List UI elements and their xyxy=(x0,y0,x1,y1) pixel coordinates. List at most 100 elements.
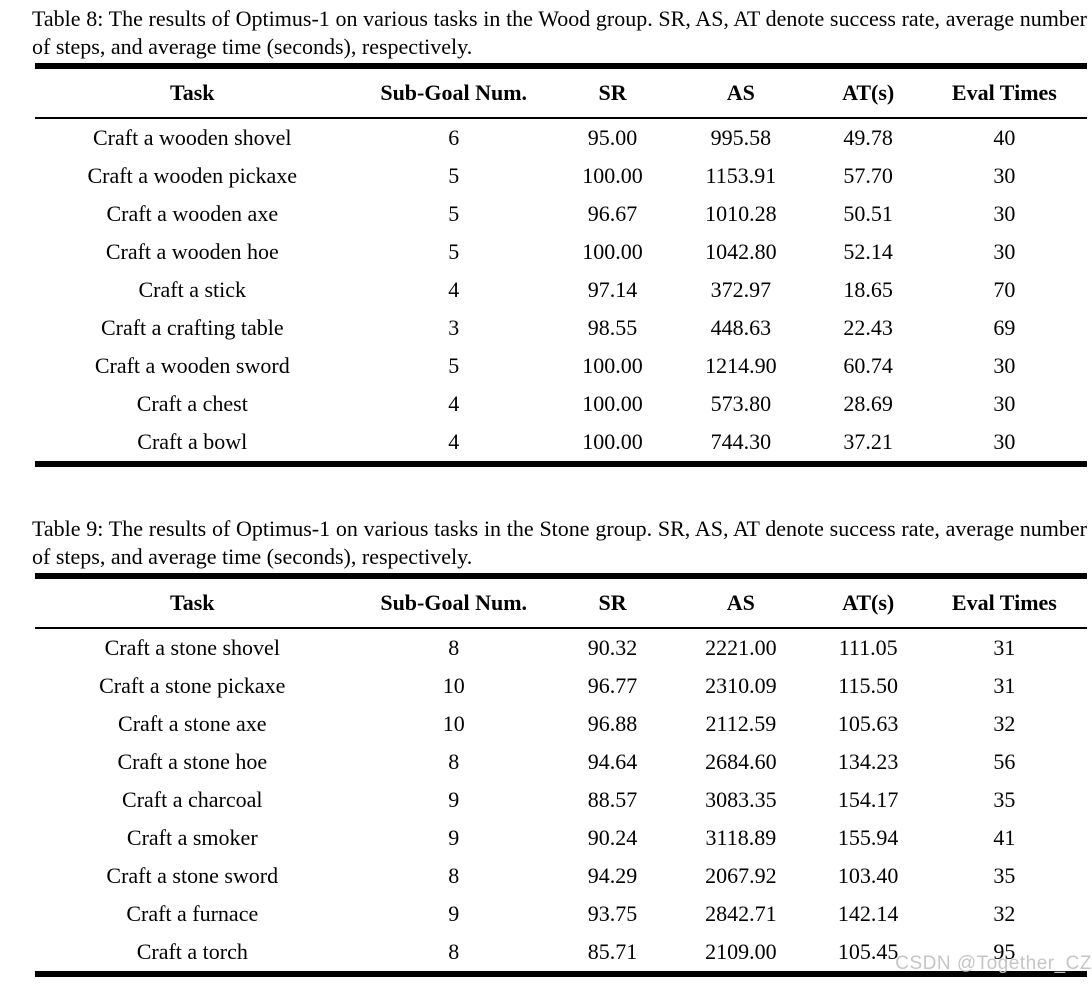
value-cell: 30 xyxy=(993,201,1016,226)
task-cell: Craft a wooden axe xyxy=(106,201,279,226)
table-row: Craft a stone hoe 8 94.64 2684.60 134.23 56 xyxy=(35,743,1087,781)
table-row: Craft a bowl 4 100.00 744.30 37.21 30 xyxy=(35,423,1087,464)
table-row: Craft a wooden sword 5 100.00 1214.90 60.74 3… xyxy=(35,347,1087,385)
value-cell: 94.29 xyxy=(587,863,638,888)
value-cell: 5 xyxy=(448,239,460,264)
task-cell: Craft a charcoal xyxy=(122,787,263,812)
value-cell: 8 xyxy=(448,939,460,964)
table-row: Craft a stick 4 97.14 372.97 18.65 70 xyxy=(35,271,1087,309)
value-cell: 9 xyxy=(448,825,460,850)
value-cell: 2221.00 xyxy=(705,635,777,660)
value-cell: 134.23 xyxy=(837,749,899,774)
col-header-at: AT(s) xyxy=(814,66,922,119)
header-row: Task Sub-Goal Num. SR AS AT(s) Eval Time… xyxy=(35,576,1087,629)
value-cell: 6 xyxy=(448,125,460,150)
value-cell: 94.64 xyxy=(587,749,638,774)
value-cell: 995.58 xyxy=(710,125,772,150)
wood-table-caption: Table 8: The results of Optimus-1 on var… xyxy=(32,6,1087,59)
value-cell: 154.17 xyxy=(837,787,899,812)
value-cell: 35 xyxy=(993,863,1016,888)
task-cell: Craft a wooden shovel xyxy=(92,125,292,150)
value-cell: 30 xyxy=(993,239,1016,264)
value-cell: 2684.60 xyxy=(705,749,777,774)
table-row: Craft a stone axe 10 96.88 2112.59 105.63 32 xyxy=(35,705,1087,743)
table-row: Craft a wooden pickaxe 5 100.00 1153.91 57.7… xyxy=(35,157,1087,195)
value-cell: 95 xyxy=(993,939,1016,964)
col-header-task: Task xyxy=(35,66,350,119)
value-cell: 115.50 xyxy=(838,673,898,698)
task-cell: Craft a stick xyxy=(138,277,247,302)
table-row: Craft a wooden hoe 5 100.00 1042.80 52.14 30 xyxy=(35,233,1087,271)
value-cell: 3083.35 xyxy=(705,787,777,812)
value-cell: 98.55 xyxy=(587,315,638,340)
col-header-eval-times: Eval Times xyxy=(921,576,1087,629)
task-cell: Craft a stone axe xyxy=(118,711,267,736)
task-cell: Craft a wooden hoe xyxy=(105,239,279,264)
task-cell: Craft a bowl xyxy=(137,429,248,454)
table-row: Craft a crafting table 3 98.55 448.63 22.43 6… xyxy=(35,309,1087,347)
value-cell: 4 xyxy=(448,391,460,416)
value-cell: 31 xyxy=(993,673,1016,698)
value-cell: 2067.92 xyxy=(705,863,777,888)
value-cell: 10 xyxy=(442,711,465,736)
value-cell: 40 xyxy=(993,125,1016,150)
col-header-at: AT(s) xyxy=(814,576,922,629)
value-cell: 372.97 xyxy=(710,277,772,302)
value-cell: 31 xyxy=(993,635,1016,660)
value-cell: 5 xyxy=(448,163,460,188)
value-cell: 4 xyxy=(448,277,460,302)
task-cell: Craft a wooden pickaxe xyxy=(87,163,298,188)
task-cell: Craft a wooden sword xyxy=(94,353,290,378)
value-cell: 57.70 xyxy=(843,163,893,188)
value-cell: 9 xyxy=(448,901,460,926)
col-header-eval-times: Eval Times xyxy=(921,66,1087,119)
table-row: Craft a stone sword 8 94.29 2067.92 103.40 35 xyxy=(35,857,1087,895)
value-cell: 573.80 xyxy=(710,391,772,416)
value-cell: 96.77 xyxy=(587,673,638,698)
value-cell: 50.51 xyxy=(843,201,893,226)
value-cell: 142.14 xyxy=(837,901,899,926)
table-row: Craft a wooden shovel 6 95.00 995.58 49.78 40 xyxy=(35,118,1087,157)
stone-table-header: Task Sub-Goal Num. SR AS AT(s) Eval Time… xyxy=(35,576,1087,629)
col-header-sr: SR xyxy=(557,66,668,119)
col-header-sr: SR xyxy=(557,576,668,629)
stone-results-table: Task Sub-Goal Num. SR AS AT(s) Eval Time… xyxy=(35,573,1087,977)
task-cell: Craft a stone shovel xyxy=(104,635,280,660)
stone-table-body: Craft a stone shovel 8 90.32 2221.00 111.05 3… xyxy=(35,628,1087,974)
task-cell: Craft a stone pickaxe xyxy=(99,673,286,698)
value-cell: 1214.90 xyxy=(705,353,777,378)
table-row: Craft a torch 8 85.71 2109.00 105.45 95 xyxy=(35,933,1087,974)
value-cell: 100.00 xyxy=(582,239,643,264)
value-cell: 1042.80 xyxy=(705,239,777,264)
value-cell: 96.88 xyxy=(587,711,638,736)
value-cell: 93.75 xyxy=(587,901,638,926)
value-cell: 96.67 xyxy=(587,201,638,226)
col-header-task: Task xyxy=(35,576,350,629)
value-cell: 2112.59 xyxy=(705,711,777,736)
task-cell: Craft a furnace xyxy=(126,901,259,926)
value-cell: 8 xyxy=(448,749,460,774)
value-cell: 52.14 xyxy=(843,239,893,264)
table-row: Craft a smoker 9 90.24 3118.89 155.94 41 xyxy=(35,819,1087,857)
task-cell: Craft a crafting table xyxy=(100,315,284,340)
task-cell: Craft a stone sword xyxy=(106,863,279,888)
value-cell: 90.32 xyxy=(587,635,638,660)
value-cell: 37.21 xyxy=(843,429,893,454)
value-cell: 9 xyxy=(448,787,460,812)
header-row: Task Sub-Goal Num. SR AS AT(s) Eval Time… xyxy=(35,66,1087,119)
value-cell: 100.00 xyxy=(582,429,643,454)
col-header-as: AS xyxy=(667,576,815,629)
value-cell: 60.74 xyxy=(843,353,893,378)
value-cell: 3118.89 xyxy=(705,825,777,850)
value-cell: 22.43 xyxy=(843,315,893,340)
value-cell: 41 xyxy=(993,825,1016,850)
value-cell: 105.63 xyxy=(837,711,899,736)
value-cell: 105.45 xyxy=(837,939,899,964)
value-cell: 2842.71 xyxy=(705,901,777,926)
value-cell: 90.24 xyxy=(587,825,638,850)
value-cell: 97.14 xyxy=(587,277,638,302)
table-row: Craft a chest 4 100.00 573.80 28.69 30 xyxy=(35,385,1087,423)
table-row: Craft a furnace 9 93.75 2842.71 142.14 32 xyxy=(35,895,1087,933)
value-cell: 100.00 xyxy=(582,391,643,416)
